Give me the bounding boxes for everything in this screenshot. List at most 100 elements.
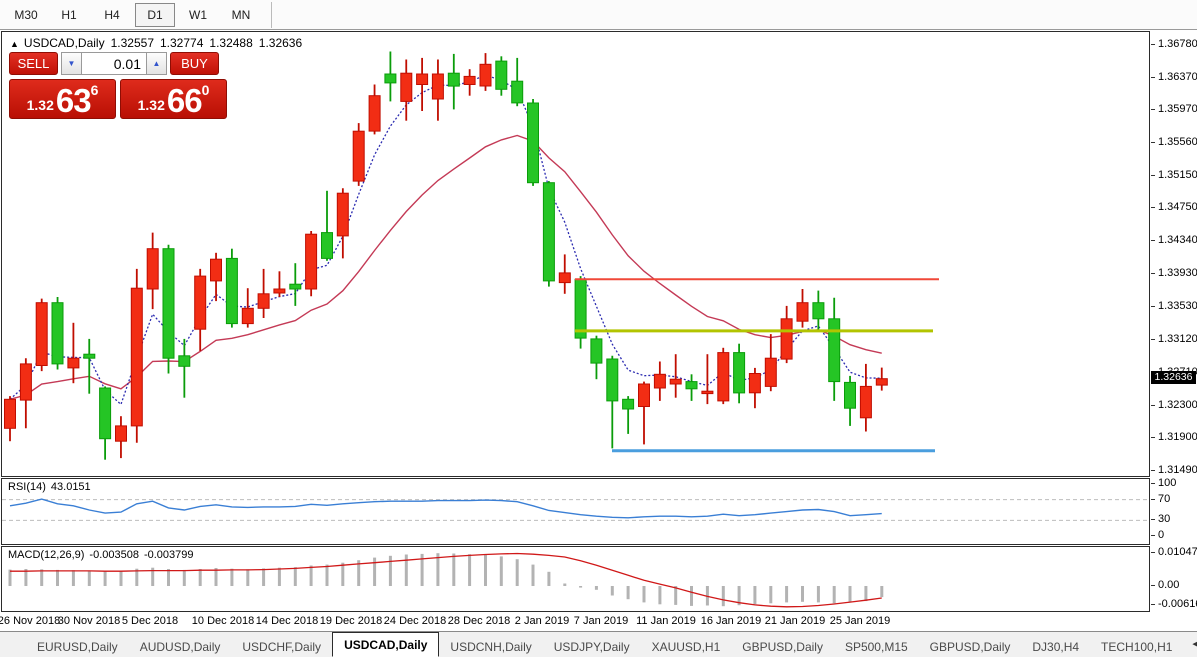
date-axis-label: 10 Dec 2018 bbox=[191, 615, 255, 627]
chart-title: ▲ USDCAD,Daily 1.32557 1.32774 1.32488 1.3263… bbox=[10, 36, 308, 50]
macd-axis-label: -0.006164 bbox=[1158, 598, 1197, 611]
axis-tick bbox=[1151, 240, 1155, 242]
macd-histogram-bar bbox=[690, 586, 693, 606]
chart-tab-usdcad-daily[interactable]: USDCAD,Daily bbox=[332, 632, 440, 657]
price-axis-label: 1.36780 bbox=[1158, 38, 1197, 50]
chart-tab-gbpusd-daily[interactable]: GBPUSD,Daily bbox=[742, 640, 823, 654]
axis-tick bbox=[1151, 109, 1155, 111]
chart-tab-usdjpy-daily[interactable]: USDJPY,Daily bbox=[553, 640, 630, 654]
chart-tab-usdchf-daily[interactable]: USDCHF,Daily bbox=[242, 640, 322, 654]
price-axis[interactable]: 1.36780 1.36370 1.35970 1.35560 1.35150 1.347… bbox=[1150, 31, 1197, 612]
macd-histogram-bar bbox=[769, 586, 773, 604]
rsi-axis-label: 70 bbox=[1158, 492, 1171, 505]
volume-input[interactable] bbox=[82, 52, 146, 75]
chart-tab-xauusd-h1[interactable]: XAUUSD,H1 bbox=[651, 640, 721, 654]
candle-body bbox=[178, 355, 191, 367]
volume-decrease-button[interactable]: ▼ bbox=[61, 52, 82, 75]
macd-name: MACD(12,26,9) bbox=[8, 549, 85, 561]
timeframe-button-h1[interactable]: H1 bbox=[61, 7, 77, 22]
timeframe-button-mn[interactable]: MN bbox=[231, 7, 251, 22]
timeframe-button-d1[interactable]: D1 bbox=[135, 2, 175, 27]
macd-histogram-bar bbox=[309, 565, 313, 586]
chart-tab-eurusd-daily[interactable]: EURUSD,Daily bbox=[37, 640, 118, 654]
price-chart-canvas[interactable] bbox=[2, 32, 1149, 476]
candle-body bbox=[115, 425, 127, 442]
axis-tick bbox=[1151, 483, 1155, 484]
axis-tick bbox=[1151, 436, 1155, 438]
macd-histogram-bar bbox=[801, 586, 804, 602]
price-chart-pane[interactable]: ▲ USDCAD,Daily 1.32557 1.32774 1.32488 1.3263… bbox=[1, 31, 1150, 477]
chart-tab-sp500-m15[interactable]: SP500,M15 bbox=[844, 640, 908, 654]
rsi-indicator-pane[interactable]: RSI(14) 43.0151 bbox=[1, 478, 1150, 545]
candle-body bbox=[669, 378, 682, 385]
candle-body bbox=[511, 80, 524, 104]
candle-body bbox=[828, 318, 841, 383]
macd-histogram-bar bbox=[626, 586, 630, 600]
macd-indicator-pane[interactable]: MACD(12,26,9) -0.003508 -0.003799 bbox=[1, 546, 1150, 612]
timeframe-button-h4[interactable]: H4 bbox=[104, 7, 120, 22]
spinner-up-icon: ▲ bbox=[152, 59, 161, 68]
candle-body bbox=[685, 381, 698, 390]
candle-body bbox=[463, 75, 476, 86]
macd-histogram-bar bbox=[848, 586, 852, 602]
candle-body bbox=[321, 232, 333, 259]
volume-increase-button[interactable]: ▲ bbox=[146, 52, 167, 75]
macd-histogram-bar bbox=[40, 569, 44, 586]
sell-price-prefix: 1.32 bbox=[26, 97, 54, 113]
buy-button[interactable]: BUY bbox=[170, 52, 219, 75]
candle-body bbox=[416, 73, 429, 85]
macd-histogram-bar bbox=[515, 559, 519, 586]
price-axis-label: 1.34750 bbox=[1158, 201, 1197, 214]
sell-button[interactable]: SELL bbox=[9, 52, 58, 75]
date-axis-label: 21 Jan 2019 bbox=[764, 615, 826, 627]
axis-tick bbox=[1151, 175, 1155, 177]
macd-histogram-bar bbox=[135, 568, 139, 586]
chart-tab-gbpusd-daily[interactable]: GBPUSD,Daily bbox=[929, 640, 1011, 654]
timeframe-button-m30[interactable]: M30 bbox=[14, 7, 38, 22]
macd-histogram-bar bbox=[547, 571, 551, 586]
scroll-left-icon[interactable]: ◄ bbox=[1183, 639, 1197, 650]
macd-histogram-bar bbox=[341, 562, 345, 586]
macd-histogram-bar bbox=[151, 567, 155, 586]
ohlc-open: 1.32557 bbox=[110, 36, 154, 50]
macd-canvas[interactable] bbox=[2, 547, 1149, 611]
price-axis-label: 1.31900 bbox=[1158, 430, 1197, 443]
rsi-label: RSI(14) 43.0151 bbox=[8, 481, 96, 493]
macd-histogram-bar bbox=[468, 554, 472, 586]
buy-price-button[interactable]: 1.32 66 0 bbox=[120, 79, 227, 119]
macd-histogram-bar bbox=[373, 557, 377, 586]
candle-body bbox=[527, 102, 539, 184]
chart-tab-usdcnh-daily[interactable]: USDCNH,Daily bbox=[450, 640, 532, 654]
macd-histogram-bar bbox=[674, 586, 678, 605]
macd-histogram-bar bbox=[230, 568, 234, 586]
macd-histogram-bar bbox=[785, 586, 789, 603]
candle-body bbox=[844, 381, 856, 409]
toolbar-divider bbox=[271, 1, 272, 28]
ohlc-close: 1.32636 bbox=[258, 36, 303, 50]
date-axis-label: 24 Dec 2018 bbox=[383, 615, 447, 627]
timeframe-button-w1[interactable]: W1 bbox=[189, 7, 207, 22]
candle-body bbox=[305, 233, 318, 290]
macd-histogram-bar bbox=[531, 564, 535, 586]
macd-histogram-bar bbox=[658, 586, 662, 605]
candle-body bbox=[289, 283, 302, 290]
macd-histogram-bar bbox=[103, 571, 107, 586]
rsi-name: RSI(14) bbox=[8, 481, 46, 493]
collapse-arrow-icon[interactable]: ▲ bbox=[10, 39, 19, 49]
sell-price-button[interactable]: 1.32 63 6 bbox=[9, 79, 116, 119]
date-axis-label: 5 Dec 2018 bbox=[121, 615, 179, 627]
macd-main-value: -0.003508 bbox=[89, 549, 139, 561]
date-axis-label: 11 Jan 2019 bbox=[636, 615, 696, 627]
chart-tab-dj30-h4[interactable]: DJ30,H4 bbox=[1032, 640, 1080, 654]
candle-body bbox=[447, 72, 460, 87]
rsi-axis-label: 100 bbox=[1158, 477, 1177, 489]
chart-tab-tech100-h1[interactable]: TECH100,H1 bbox=[1101, 640, 1173, 654]
macd-histogram-bar bbox=[293, 567, 297, 586]
chart-tab-audusd-daily[interactable]: AUDUSD,Daily bbox=[139, 640, 221, 654]
rsi-canvas[interactable] bbox=[2, 479, 1149, 544]
date-axis-label: 19 Dec 2018 bbox=[319, 615, 383, 627]
candle-body bbox=[146, 248, 159, 290]
date-axis[interactable]: 26 Nov 2018 30 Nov 2018 5 Dec 2018 10 Dec 2… bbox=[0, 612, 1150, 631]
